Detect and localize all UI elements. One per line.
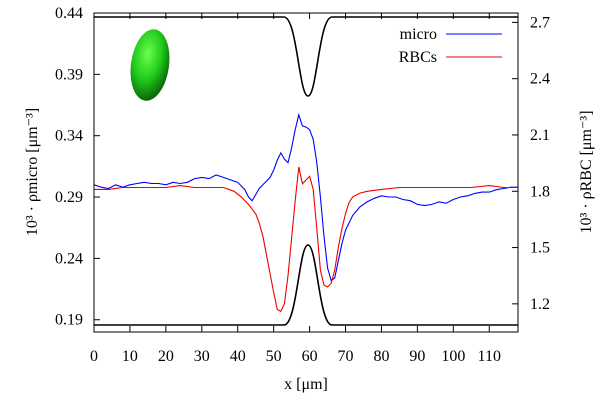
y-left-tick-label: 0.39 <box>55 66 83 83</box>
x-tick-label: 60 <box>302 348 318 365</box>
y-axis-left-label: 10³ · ρmicro [μm⁻³] <box>24 108 41 236</box>
y-left-tick-label: 0.29 <box>55 189 83 206</box>
series-micro-line <box>94 112 518 282</box>
channel-wall-bottom <box>94 244 518 326</box>
x-tick-label: 90 <box>409 348 425 365</box>
y-right-tick-label: 2.1 <box>530 127 550 144</box>
y-right-tick-label: 1.8 <box>530 183 550 200</box>
y-right-tick-label: 1.5 <box>530 240 550 257</box>
x-tick-label: 30 <box>194 348 210 365</box>
y-right-tick-label: 1.2 <box>530 296 550 313</box>
y-left-tick-label: 0.44 <box>55 5 83 22</box>
y-right-tick-label: 2.7 <box>530 14 550 31</box>
x-tick-label: 70 <box>338 348 354 365</box>
x-tick-label: 10 <box>122 348 138 365</box>
plot-frame <box>93 12 519 333</box>
x-tick-label: 110 <box>478 348 501 365</box>
x-tick-label: 100 <box>441 348 465 365</box>
series-rbcs-line <box>94 166 518 313</box>
y-left-tick-label: 0.34 <box>55 128 83 145</box>
rbc-cell-illustration <box>130 29 170 101</box>
legend-label-rbcs: RBCs <box>399 49 437 66</box>
x-tick-label: 80 <box>373 348 389 365</box>
x-axis-label: x [μm] <box>284 376 328 393</box>
legend-label-micro: micro <box>400 26 437 43</box>
y-axis-right-label: 10³ · ρRBC [μm⁻³] <box>578 110 595 233</box>
x-tick-label: 50 <box>266 348 282 365</box>
x-tick-label: 40 <box>230 348 246 365</box>
channel-wall-top <box>94 16 518 97</box>
y-right-tick-label: 2.4 <box>530 71 550 88</box>
y-left-tick-label: 0.24 <box>55 250 83 267</box>
legend: micro RBCs <box>399 26 502 66</box>
x-tick-label: 20 <box>158 348 174 365</box>
x-tick-label: 0 <box>90 348 98 365</box>
y-left-tick-label: 0.19 <box>55 312 83 329</box>
